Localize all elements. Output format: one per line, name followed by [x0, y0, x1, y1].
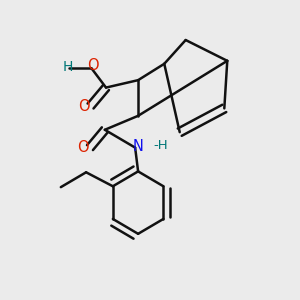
Text: -H: -H	[153, 139, 168, 152]
Text: O: O	[78, 98, 90, 113]
Text: O: O	[87, 58, 99, 73]
Text: N: N	[133, 139, 143, 154]
Text: H: H	[62, 60, 73, 74]
Text: O: O	[78, 140, 89, 155]
